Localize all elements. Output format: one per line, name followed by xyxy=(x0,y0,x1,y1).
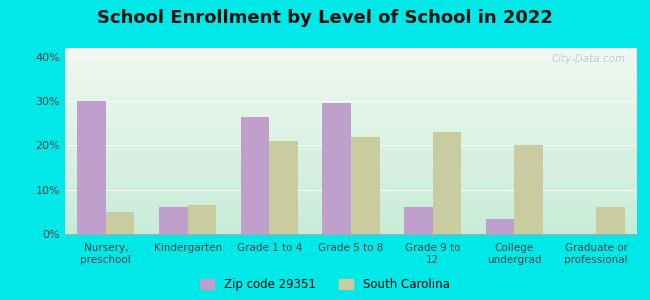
Bar xyxy=(188,205,216,234)
Bar xyxy=(240,117,269,234)
Bar xyxy=(269,141,298,234)
Bar xyxy=(322,103,351,234)
Bar xyxy=(351,136,380,234)
Bar xyxy=(159,207,188,234)
Bar xyxy=(486,218,514,234)
Bar xyxy=(77,101,106,234)
Bar xyxy=(106,212,135,234)
Text: School Enrollment by Level of School in 2022: School Enrollment by Level of School in … xyxy=(97,9,553,27)
Bar xyxy=(404,207,433,234)
Bar xyxy=(514,146,543,234)
Bar xyxy=(596,207,625,234)
Text: City-Data.com: City-Data.com xyxy=(551,54,625,64)
Legend: Zip code 29351, South Carolina: Zip code 29351, South Carolina xyxy=(200,278,450,291)
Bar xyxy=(433,132,462,234)
